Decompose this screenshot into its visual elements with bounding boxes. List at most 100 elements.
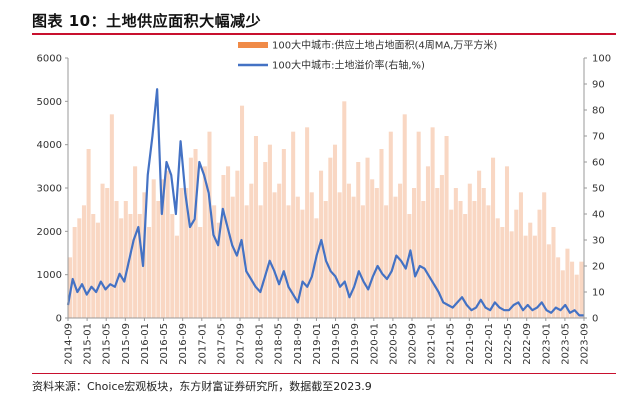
x-tick-label: 2021-01	[427, 323, 438, 365]
x-tick-label: 2023-09	[580, 323, 591, 365]
area-bar	[160, 179, 166, 318]
area-bar	[546, 244, 551, 318]
area-bar	[235, 170, 240, 318]
legend-label-area: 100大中城市:供应土地占地面积(4周MA,万平方米)	[272, 39, 497, 52]
area-bar	[91, 214, 96, 318]
area-bar	[518, 192, 523, 318]
area-bar	[504, 166, 510, 318]
area-bar	[542, 192, 547, 318]
area-bar	[365, 157, 370, 318]
axes-layer: 0 1000 2000 3000 4000 5000 6000 0 10 20 30 40 50 60 70…	[37, 54, 612, 365]
area-bar	[184, 188, 189, 318]
legend-label-line: 100大中城市:土地溢价率(右轴,%)	[272, 59, 425, 72]
x-tick-label: 2020-09	[408, 323, 419, 365]
area-bar	[346, 183, 351, 318]
y-left-tick-label: 4000	[37, 140, 62, 151]
area-bar	[202, 166, 207, 318]
area-bar	[430, 127, 435, 318]
y-right-tick-label: 10	[592, 288, 605, 299]
area-bar	[328, 157, 333, 318]
area-bar	[412, 188, 417, 318]
x-tick-label: 2014-09	[64, 323, 75, 365]
x-tick-label: 2021-09	[465, 323, 476, 365]
area-bar	[486, 205, 491, 318]
area-bar	[421, 201, 426, 318]
area-bar	[458, 201, 463, 318]
area-bar	[156, 201, 161, 318]
area-bar	[244, 205, 249, 318]
area-bar	[514, 209, 519, 318]
area-bar	[425, 166, 430, 318]
area-bar	[444, 136, 449, 318]
area-bar	[495, 218, 500, 318]
x-tick-label: 2016-05	[159, 323, 170, 365]
area-bar	[226, 166, 231, 318]
area-bar	[384, 205, 389, 318]
y-right-tick-label: 20	[592, 262, 605, 273]
x-tick-label: 2015-05	[102, 323, 113, 365]
area-bar	[309, 192, 314, 318]
area-bar	[398, 183, 403, 318]
x-tick-label: 2018-05	[274, 323, 285, 365]
area-bar	[570, 261, 575, 318]
y-left-tick-label: 5000	[37, 97, 62, 108]
area-bar	[449, 209, 454, 318]
area-bar	[72, 227, 77, 318]
area-bar	[528, 222, 533, 318]
area-bar	[579, 261, 584, 318]
line-series-layer	[66, 88, 584, 317]
area-bar	[147, 227, 152, 318]
x-tick-label: 2019-09	[350, 323, 361, 365]
area-bar	[188, 157, 193, 318]
x-tick-label: 2021-05	[446, 323, 457, 365]
source-note: 资料来源：Choice宏观板块，东方财富证券研究所，数据截至2023.9	[32, 380, 372, 393]
y-left-tick-label: 3000	[37, 184, 62, 195]
area-bar	[314, 218, 319, 318]
area-bar	[356, 162, 361, 318]
area-bar	[305, 127, 310, 318]
area-bar	[291, 131, 296, 318]
area-bar	[402, 114, 407, 318]
premium-rate-line	[66, 88, 584, 317]
area-bar	[416, 131, 421, 318]
area-bar	[379, 149, 384, 318]
y-left-tick-label: 6000	[37, 54, 62, 65]
area-bar	[556, 257, 561, 318]
area-bar	[560, 270, 565, 318]
x-tick-label: 2015-01	[83, 323, 94, 365]
x-tick-label: 2015-09	[121, 323, 132, 365]
area-bar	[198, 227, 203, 318]
area-bar	[114, 201, 119, 318]
y-right-tick-label: 30	[592, 236, 605, 247]
area-bar	[491, 157, 496, 318]
area-bar	[281, 149, 286, 318]
x-tick-label: 2017-01	[197, 323, 208, 365]
x-tick-label: 2018-01	[255, 323, 266, 365]
area-bar	[435, 188, 440, 318]
x-tick-label: 2023-05	[560, 323, 571, 365]
x-tick-label: 2018-09	[293, 323, 304, 365]
area-bar	[193, 149, 198, 318]
legend: 100大中城市:供应土地占地面积(4周MA,万平方米) 100大中城市:土地溢价率…	[238, 39, 497, 72]
area-bar	[133, 166, 138, 318]
area-bar	[370, 179, 375, 318]
area-bar	[532, 235, 537, 318]
area-bar	[212, 205, 217, 318]
area-bar	[123, 201, 128, 318]
area-bar	[109, 114, 114, 318]
y-right-tick-label: 0	[592, 314, 598, 325]
area-bar	[295, 196, 300, 318]
area-bar	[170, 214, 175, 318]
area-bar	[165, 170, 170, 318]
x-tick-label: 2022-09	[522, 323, 533, 365]
area-bar	[230, 196, 235, 318]
chart-title: 图表 10：土地供应面积大幅减少	[32, 12, 262, 30]
area-bar	[337, 192, 342, 318]
x-tick-label: 2022-05	[503, 323, 514, 365]
area-bar	[472, 201, 477, 318]
area-bar	[263, 162, 268, 318]
area-bar	[509, 231, 514, 318]
area-bar	[128, 214, 133, 318]
area-bar	[221, 175, 226, 318]
